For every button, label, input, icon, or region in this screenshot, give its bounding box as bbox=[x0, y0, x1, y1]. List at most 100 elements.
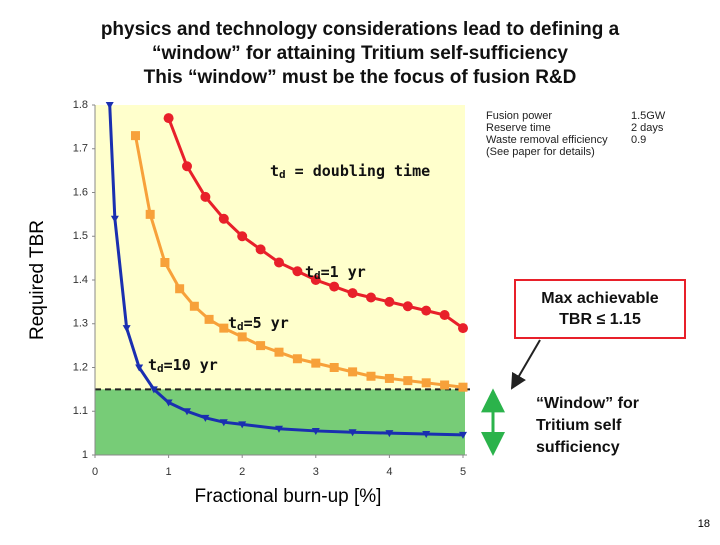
title-line: This “window” must be the focus of fusio… bbox=[144, 67, 577, 88]
point bbox=[164, 399, 173, 407]
x-tick-label: 0 bbox=[92, 466, 98, 478]
point bbox=[122, 325, 131, 333]
window-note: Tritium self bbox=[536, 417, 622, 434]
point bbox=[348, 367, 358, 377]
point bbox=[255, 244, 266, 255]
window-band bbox=[95, 389, 465, 455]
point bbox=[105, 102, 114, 109]
label-part: =1 yr bbox=[321, 263, 366, 281]
point bbox=[292, 266, 303, 277]
point bbox=[189, 301, 199, 311]
label-part: =5 yr bbox=[244, 314, 289, 332]
label-part: d bbox=[157, 362, 164, 375]
title-line: “window” for attaining Tritium self-suff… bbox=[152, 43, 568, 64]
point bbox=[329, 281, 340, 292]
label-part: t bbox=[270, 162, 279, 180]
label-part: d bbox=[237, 320, 244, 333]
point bbox=[160, 258, 170, 267]
point bbox=[311, 358, 321, 368]
series-label: td=5 yr bbox=[228, 314, 289, 334]
point bbox=[348, 429, 357, 437]
point bbox=[439, 310, 450, 320]
y-tick-label: 1.1 bbox=[73, 405, 88, 417]
max-tbr-text: Max achievable bbox=[541, 290, 659, 307]
series-label: td=1 yr bbox=[305, 263, 366, 283]
point bbox=[384, 373, 394, 383]
x-axis-label: Fractional burn-up [%] bbox=[195, 486, 382, 507]
point bbox=[204, 314, 214, 324]
point bbox=[200, 191, 211, 202]
point bbox=[311, 427, 320, 435]
point bbox=[384, 296, 395, 307]
info-key: Waste removal efficiency bbox=[486, 134, 608, 146]
x-tick-label: 3 bbox=[313, 466, 319, 478]
point bbox=[237, 332, 247, 342]
point bbox=[175, 284, 185, 294]
point bbox=[458, 323, 468, 334]
info-value: 2 days bbox=[631, 122, 664, 134]
x-tick-label: 1 bbox=[166, 466, 172, 478]
label-part: d bbox=[314, 269, 321, 282]
label-part: = doubling time bbox=[286, 162, 431, 180]
point bbox=[182, 161, 192, 172]
point bbox=[274, 347, 284, 357]
point bbox=[421, 305, 432, 316]
max-tbr-box bbox=[514, 279, 686, 339]
point bbox=[292, 354, 302, 364]
point bbox=[459, 431, 467, 439]
max-tbr-text: TBR ≤ 1.15 bbox=[559, 311, 641, 328]
y-tick-label: 1.4 bbox=[73, 274, 88, 286]
series-label: td=10 yr bbox=[148, 356, 218, 376]
x-tick-label: 4 bbox=[386, 466, 392, 478]
page-number: 18 bbox=[698, 518, 710, 530]
series-line bbox=[108, 104, 464, 437]
label-part: d bbox=[279, 168, 286, 181]
pointer-arrow bbox=[510, 339, 541, 390]
point bbox=[366, 292, 376, 303]
point bbox=[145, 209, 155, 219]
y-tick-label: 1.2 bbox=[73, 361, 88, 373]
point bbox=[130, 131, 140, 141]
y-tick-label: 1.7 bbox=[73, 143, 88, 155]
point bbox=[421, 378, 431, 388]
label-part: t bbox=[228, 314, 237, 332]
point bbox=[219, 419, 228, 427]
point bbox=[135, 364, 144, 372]
point bbox=[329, 363, 339, 372]
point bbox=[458, 382, 468, 392]
title-line: physics and technology considerations le… bbox=[101, 19, 620, 40]
info-value: 1.5GW bbox=[631, 110, 666, 122]
point bbox=[238, 421, 247, 429]
point bbox=[275, 425, 283, 433]
label-part: t bbox=[148, 356, 157, 374]
point bbox=[219, 323, 229, 333]
y-tick-label: 1.6 bbox=[73, 186, 88, 198]
info-key: Reserve time bbox=[486, 122, 551, 134]
x-tick-label: 2 bbox=[239, 466, 245, 478]
y-tick-label: 1 bbox=[82, 449, 88, 461]
point bbox=[347, 288, 358, 299]
y-tick-label: 1.8 bbox=[73, 99, 88, 111]
point bbox=[237, 231, 248, 242]
point bbox=[256, 341, 266, 351]
y-tick-label: 1.5 bbox=[73, 230, 88, 242]
info-value: 0.9 bbox=[631, 134, 646, 146]
label-part: =10 yr bbox=[164, 356, 218, 374]
point bbox=[274, 257, 284, 268]
point bbox=[385, 430, 394, 438]
point bbox=[218, 213, 229, 224]
info-key: (See paper for details) bbox=[486, 146, 595, 158]
window-note: “Window” for bbox=[536, 395, 639, 412]
point bbox=[366, 371, 376, 381]
x-tick-label: 5 bbox=[460, 466, 466, 478]
point bbox=[183, 408, 191, 416]
point bbox=[310, 275, 321, 285]
point bbox=[163, 113, 174, 124]
point bbox=[422, 431, 431, 438]
point bbox=[440, 380, 450, 390]
label-part: t bbox=[305, 263, 314, 281]
y-axis-label: Required TBR bbox=[27, 220, 48, 340]
doubling-note: td = doubling time bbox=[270, 162, 430, 182]
point bbox=[403, 376, 413, 386]
